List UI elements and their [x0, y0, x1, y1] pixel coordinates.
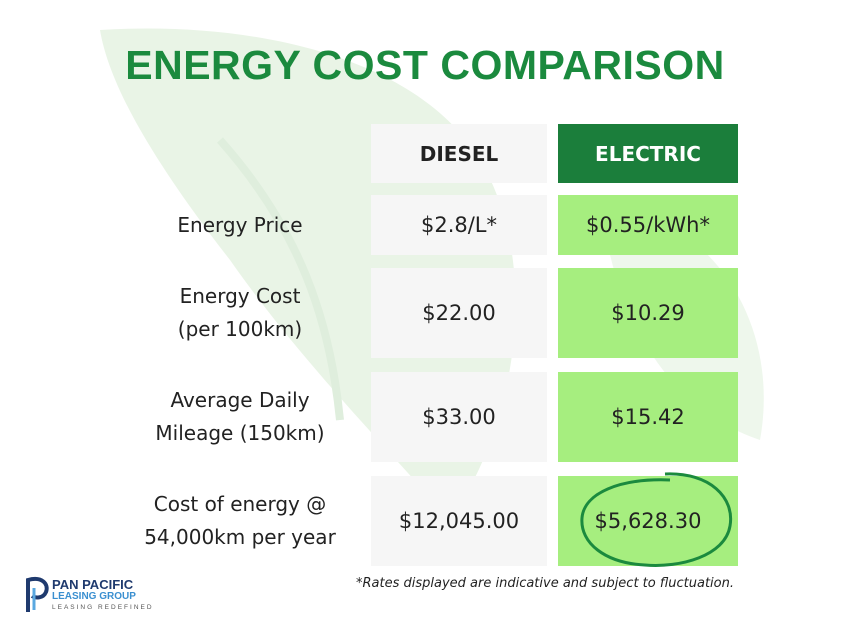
- row-label: Energy Cost (per 100km): [120, 268, 360, 358]
- row-label-line: Energy Price: [177, 212, 303, 237]
- electric-cell: $0.55/kWh*: [558, 195, 738, 255]
- row-label: Energy Price: [120, 195, 360, 255]
- row-label-line: Energy Cost: [179, 284, 301, 308]
- header-diesel: DIESEL: [371, 124, 547, 183]
- diesel-cell: $33.00: [371, 372, 547, 462]
- logo-subname: LEASING GROUP: [52, 591, 136, 602]
- diesel-cell: $22.00: [371, 268, 547, 358]
- row-label-line: (per 100km): [177, 317, 303, 341]
- row-label-line: 54,000km per year: [144, 525, 336, 549]
- row-label-line: Mileage (150km): [155, 421, 325, 445]
- row-label-line: Cost of energy @: [153, 492, 327, 516]
- logo-tagline: LEASING REDEFINED: [52, 604, 154, 611]
- title: ENERGY COST COMPARISON: [125, 42, 725, 88]
- header-electric: ELECTRIC: [558, 124, 738, 183]
- row-label-line: Average Daily: [170, 388, 310, 412]
- highlight-circle: [580, 472, 733, 567]
- electric-cell: $10.29: [558, 268, 738, 358]
- diesel-cell: $12,045.00: [371, 476, 547, 566]
- footnote: *Rates displayed are indicative and subj…: [356, 576, 734, 591]
- electric-cell: $5,628.30: [558, 476, 738, 566]
- diesel-cell: $2.8/L*: [371, 195, 547, 255]
- row-label: Cost of energy @ 54,000km per year: [120, 476, 360, 566]
- electric-cell: $15.42: [558, 372, 738, 462]
- logo-name: PAN PACIFIC: [52, 577, 134, 592]
- logo-mark: [26, 577, 49, 612]
- row-label: Average Daily Mileage (150km): [120, 372, 360, 462]
